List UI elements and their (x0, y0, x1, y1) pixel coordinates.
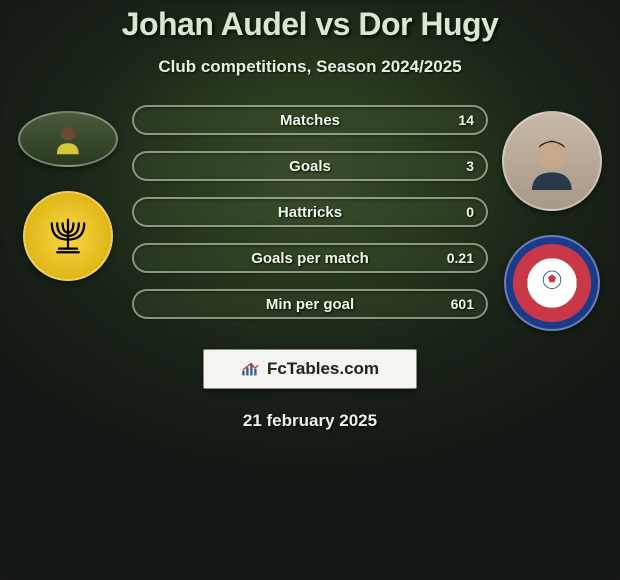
stat-value-right: 14 (458, 112, 474, 128)
stat-bar: Hattricks 0 (132, 197, 488, 227)
stat-label: Goals per match (251, 250, 369, 267)
content-wrapper: Johan Audel vs Dor Hugy Club competition… (0, 0, 620, 580)
player2-club-badge (504, 235, 600, 331)
person-icon (523, 132, 581, 190)
stat-label: Matches (280, 112, 340, 129)
stat-value-right: 0.21 (447, 250, 474, 266)
stat-label: Hattricks (278, 204, 342, 221)
player1-club-badge (23, 191, 113, 281)
bar-chart-icon (241, 361, 261, 377)
menorah-icon (41, 209, 95, 263)
brand-text: FcTables.com (267, 359, 379, 379)
stat-bar: Matches 14 (132, 105, 488, 135)
stats-bars: Matches 14 Goals 3 Hattricks 0 Goals per… (128, 105, 492, 319)
stat-value-right: 0 (466, 204, 474, 220)
stat-label: Goals (289, 158, 331, 175)
date-text: 21 february 2025 (0, 411, 620, 431)
left-side (8, 105, 128, 281)
stat-value-right: 3 (466, 158, 474, 174)
brand-badge[interactable]: FcTables.com (203, 349, 417, 389)
stat-bar: Goals 3 (132, 151, 488, 181)
right-side (492, 105, 612, 331)
page-title: Johan Audel vs Dor Hugy (0, 6, 620, 43)
player1-avatar (18, 111, 118, 167)
stat-bar: Goals per match 0.21 (132, 243, 488, 273)
stat-label: Min per goal (266, 296, 354, 313)
main-row: Matches 14 Goals 3 Hattricks 0 Goals per… (0, 105, 620, 331)
soccer-ball-icon (528, 259, 576, 307)
subtitle: Club competitions, Season 2024/2025 (0, 57, 620, 77)
stat-bar: Min per goal 601 (132, 289, 488, 319)
stat-value-right: 601 (451, 296, 474, 312)
person-icon (39, 123, 97, 154)
player2-avatar (502, 111, 602, 211)
